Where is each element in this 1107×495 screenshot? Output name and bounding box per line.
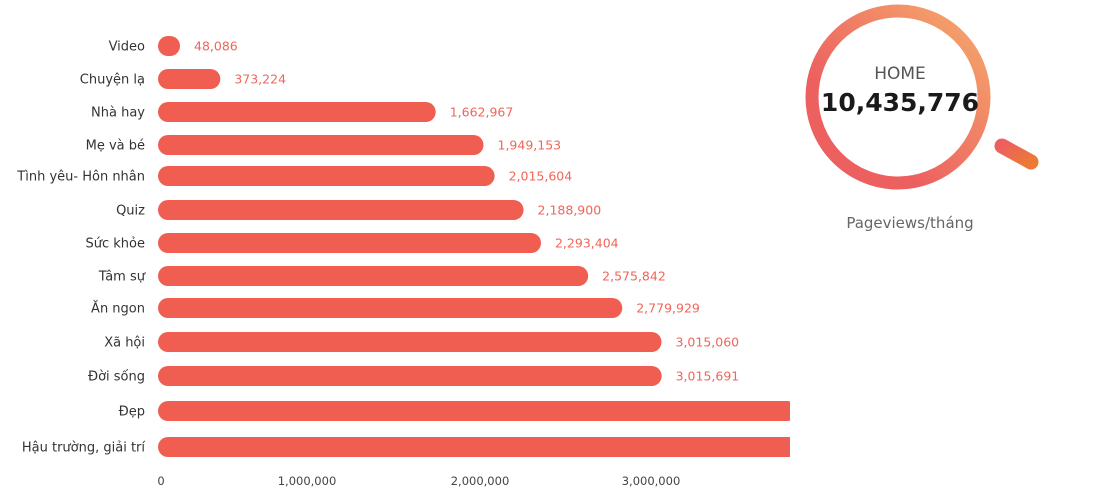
bar bbox=[158, 298, 623, 318]
category-label: Đời sống bbox=[88, 370, 145, 385]
bar bbox=[158, 332, 662, 352]
category-label: Xã hội bbox=[104, 336, 145, 351]
category-label: Đẹp bbox=[119, 405, 145, 420]
category-label: Mẹ và bé bbox=[86, 139, 145, 154]
bar-chart: Video 48,086 Chuyện lạ 373,224 Nhà hay 1,662,… bbox=[16, 36, 790, 488]
bar bbox=[158, 69, 221, 89]
bar bbox=[158, 166, 495, 186]
bar bbox=[158, 437, 790, 457]
value-label: 2,015,604 bbox=[509, 169, 573, 184]
summary-subtitle: Pageviews/tháng bbox=[846, 214, 974, 232]
bar bbox=[158, 233, 541, 253]
value-label: 2,293,404 bbox=[555, 236, 619, 251]
value-label: 2,779,929 bbox=[636, 301, 700, 316]
category-label: Hậu trường, giải trí bbox=[22, 441, 146, 456]
summary-value: 10,435,776 bbox=[820, 88, 980, 117]
category-label: Ăn ngon bbox=[91, 301, 145, 317]
value-label: 2,575,842 bbox=[602, 269, 666, 284]
x-tick-label: 0 bbox=[157, 474, 164, 488]
x-tick-label: 1,000,000 bbox=[278, 474, 337, 488]
value-label: 373,224 bbox=[234, 72, 286, 87]
bar bbox=[158, 102, 436, 122]
value-label: 1,949,153 bbox=[498, 138, 562, 153]
magnifier-ring bbox=[805, 4, 991, 190]
magnifier-handle bbox=[994, 138, 1039, 170]
value-label: 2,188,900 bbox=[538, 203, 602, 218]
category-label: Chuyện lạ bbox=[80, 73, 145, 88]
category-label: Video bbox=[109, 40, 145, 55]
value-label: 48,086 bbox=[194, 39, 238, 54]
bar bbox=[158, 36, 180, 56]
value-label: 3,015,060 bbox=[676, 335, 740, 350]
magnifier-icon bbox=[805, 4, 1039, 190]
summary-title: HOME bbox=[874, 64, 926, 84]
bar bbox=[158, 401, 790, 421]
category-label: Nhà hay bbox=[91, 106, 145, 121]
category-label: Quiz bbox=[116, 204, 145, 219]
category-label: Tình yêu- Hôn nhân bbox=[16, 170, 145, 185]
value-label: 3,015,691 bbox=[676, 369, 740, 384]
value-label: 1,662,967 bbox=[450, 105, 514, 120]
category-label: Sức khỏe bbox=[86, 237, 146, 252]
category-label: Tâm sự bbox=[98, 270, 146, 285]
bar bbox=[158, 266, 589, 286]
bar bbox=[158, 200, 524, 220]
bar bbox=[158, 366, 662, 386]
bar bbox=[158, 135, 484, 155]
x-tick-label: 2,000,000 bbox=[451, 474, 510, 488]
x-tick-label: 3,000,000 bbox=[622, 474, 681, 488]
